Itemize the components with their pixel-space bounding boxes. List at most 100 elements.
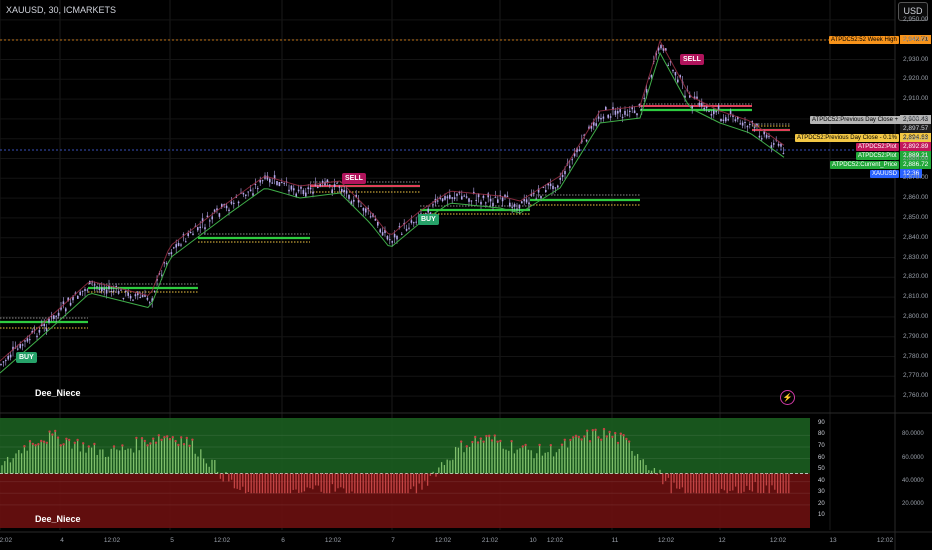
oscillator-peak-dot	[143, 439, 146, 443]
oscillator-tick: 60	[818, 454, 825, 461]
oscillator-peak-dot	[87, 445, 91, 448]
oscillator-peak-dot	[538, 443, 541, 447]
candle-body	[192, 233, 194, 235]
candle-body	[165, 263, 168, 265]
candle-body	[473, 191, 475, 194]
oscillator-peak-dot	[482, 440, 485, 443]
candle-body	[98, 288, 101, 290]
candle-body	[197, 227, 199, 231]
candle-body	[533, 192, 535, 194]
candle-body	[679, 75, 681, 78]
candle-body	[33, 329, 36, 331]
trail-red	[0, 39, 785, 362]
candle-body	[230, 201, 233, 204]
candle-body	[521, 201, 523, 204]
candle-body	[429, 212, 432, 215]
tag-symbol: XAUUSD	[870, 170, 900, 178]
oscillator-peak-dot	[594, 428, 597, 432]
candle-body	[321, 180, 324, 184]
price-tick: 2,870.00	[903, 174, 929, 182]
oscillator-right-tick: 40.0000	[902, 477, 924, 484]
oscillator-peak-dot	[31, 442, 34, 446]
candle-body	[343, 189, 345, 192]
candle-body	[254, 183, 257, 185]
candle-body	[410, 220, 413, 223]
oscillator-tick: 90	[818, 419, 825, 426]
candle-body	[309, 187, 312, 190]
candle-body	[74, 292, 77, 294]
candle-body	[698, 102, 701, 106]
candle-body	[43, 323, 45, 327]
candle-body	[26, 338, 29, 342]
candle-body	[96, 286, 98, 288]
candle-body	[741, 122, 744, 126]
oscillator-peak-dot	[37, 443, 40, 446]
candle-body	[398, 226, 401, 228]
candle-body	[746, 126, 749, 128]
candle-body	[362, 208, 365, 211]
oscillator-peak-dot	[51, 433, 54, 436]
time-tick: 12:02	[324, 537, 342, 544]
candle-body	[348, 194, 350, 199]
candle-body	[201, 218, 204, 223]
candle-body	[295, 193, 297, 197]
candle-body	[525, 199, 528, 203]
candle-body	[141, 294, 144, 298]
oscillator-peak-dot	[572, 436, 575, 439]
candle-body	[444, 196, 446, 200]
candle-body	[276, 181, 278, 185]
price-tick: 2,840.00	[903, 233, 929, 241]
candle-body	[153, 290, 156, 292]
time-tick: 5	[170, 537, 174, 544]
candle-body	[638, 103, 641, 107]
candle-body	[585, 139, 588, 142]
oscillator-peak-dot	[493, 434, 496, 437]
candle-body	[129, 295, 132, 299]
oscillator-histogram	[1, 427, 790, 494]
candle-body	[408, 227, 410, 229]
candle-body	[189, 231, 192, 233]
tag-prev-close-plus: ATPDC52:Previous Day Close + 0.1%	[810, 116, 916, 124]
candle-body	[117, 290, 120, 294]
oscillator-peak-dot	[622, 434, 625, 437]
oscillator-peak-dot	[54, 429, 57, 433]
oscillator-peak-dot	[625, 437, 628, 441]
candle-body	[283, 182, 285, 184]
alert-icon[interactable]: ⚡	[780, 390, 795, 405]
candle-body	[57, 312, 60, 316]
candle-body	[674, 72, 677, 76]
candle-body	[338, 186, 341, 188]
candle-body	[717, 105, 720, 110]
currency-button[interactable]: USD	[898, 2, 928, 21]
candle-body	[564, 171, 566, 175]
candle-body	[588, 126, 590, 130]
candle-body	[389, 239, 391, 241]
candle-body	[437, 200, 439, 202]
candle-body	[782, 153, 785, 155]
candle-body	[554, 187, 557, 189]
candle-body	[609, 116, 612, 118]
oscillator-peak-dot	[490, 439, 494, 442]
candle-body	[753, 126, 756, 128]
oscillator-peak-dot	[485, 434, 488, 438]
candle-body	[751, 121, 753, 123]
candle-body	[494, 196, 497, 198]
candle-body	[36, 335, 38, 338]
candle-body	[218, 213, 221, 217]
candle-body	[271, 182, 273, 184]
candle-body	[324, 182, 326, 186]
oscillator-peak-dot	[168, 437, 172, 441]
candle-body	[290, 185, 293, 190]
oscillator-peak-dot	[135, 436, 138, 440]
candle-body	[127, 292, 129, 296]
symbol-title[interactable]: XAUUSD, 30, ICMARKETS	[6, 5, 117, 15]
oscillator-peak-dot	[48, 430, 51, 433]
oscillator-peak-dot	[42, 440, 46, 443]
candle-body	[259, 180, 261, 183]
oscillator-peak-dot	[510, 439, 513, 443]
time-tick: 6	[281, 537, 285, 544]
candle-body	[326, 179, 329, 183]
oscillator-peak-dot	[496, 440, 499, 443]
oscillator-peak-dot	[588, 440, 592, 443]
